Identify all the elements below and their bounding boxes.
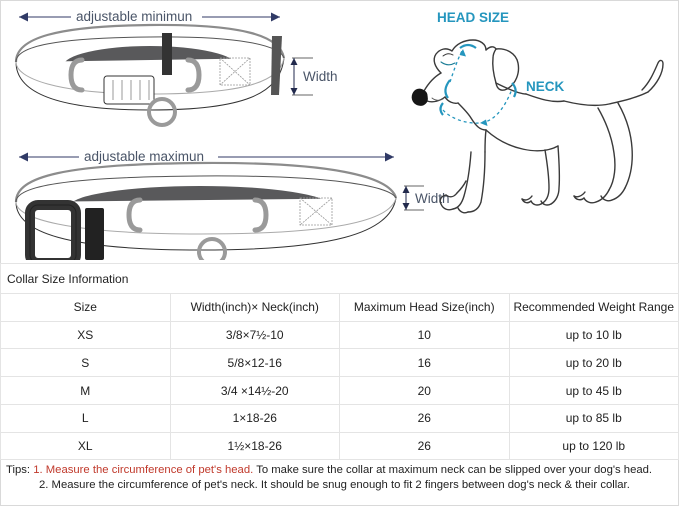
- svg-text:Width: Width: [303, 69, 338, 84]
- svg-text:NECK: NECK: [526, 79, 565, 94]
- svg-text:HEAD SIZE: HEAD SIZE: [437, 10, 509, 25]
- svg-text:adjustable minimun: adjustable minimun: [76, 9, 192, 24]
- svg-text:adjustable maximun: adjustable maximun: [84, 149, 204, 164]
